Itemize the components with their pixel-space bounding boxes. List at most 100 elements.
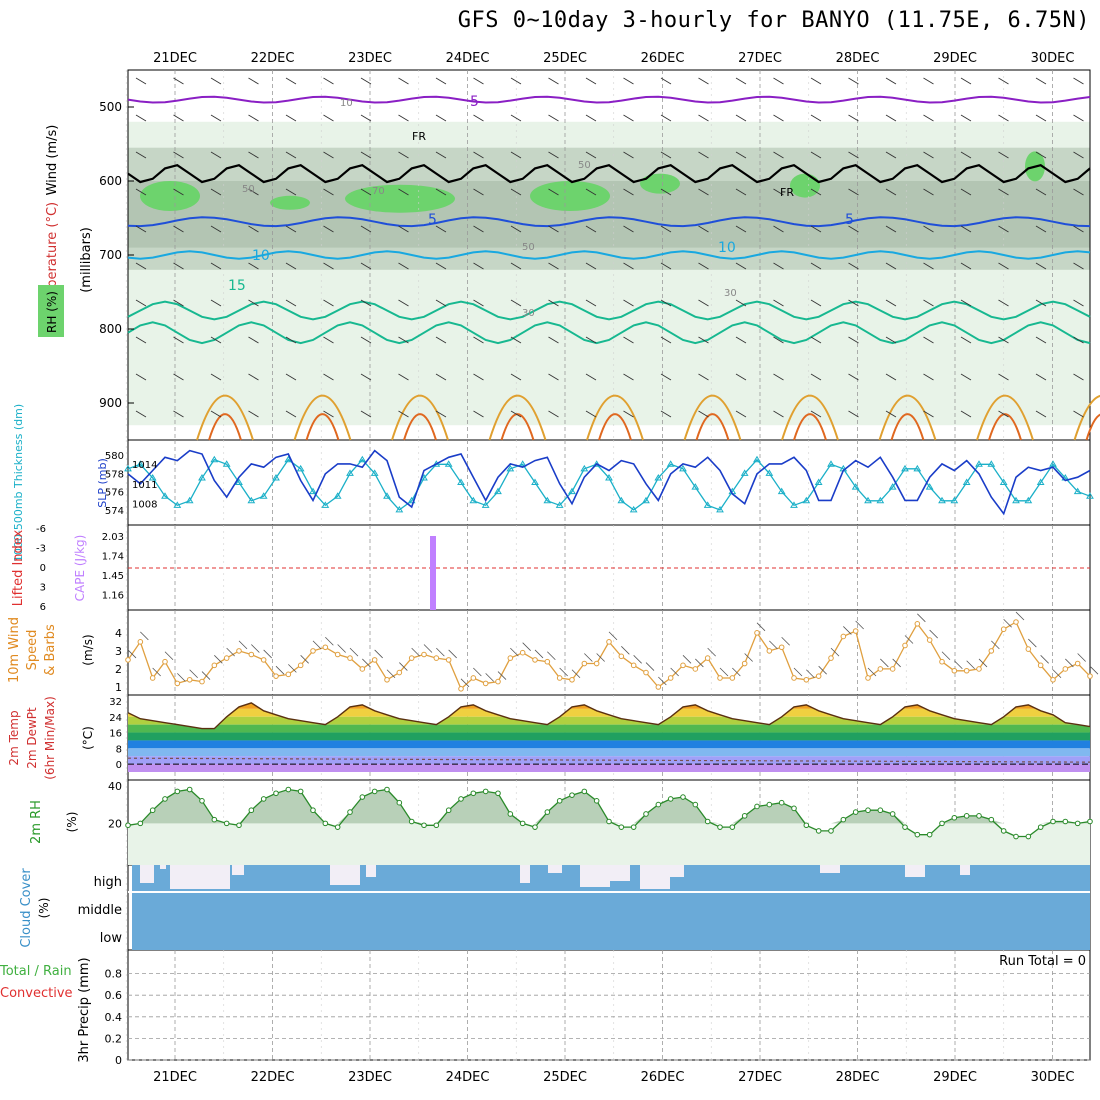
wind-barb (848, 188, 859, 196)
wind-barb (960, 336, 972, 344)
cloud-gap (232, 865, 244, 875)
wind-barb (810, 336, 822, 344)
wind-barb (548, 114, 559, 122)
cape-bar (430, 536, 436, 610)
wind-barb (323, 188, 334, 196)
wind-barb (510, 77, 522, 85)
thickness-point (605, 473, 613, 481)
rh2m-point (1013, 833, 1019, 840)
wind10-point (470, 675, 477, 681)
run-total-label: Run Total = 0 (999, 954, 1086, 969)
wind-barb (1073, 151, 1084, 159)
wind-barb (248, 410, 259, 418)
temp-contour-30 (208, 413, 242, 441)
rh2m-point (680, 794, 686, 800)
rh2m-point (791, 805, 797, 812)
wind-barb (398, 225, 409, 233)
wind-barb (173, 151, 184, 159)
wind10-point (334, 651, 341, 658)
wind10-barb (534, 649, 544, 659)
ylabel-cape: CAPE (J/kg) (73, 535, 87, 602)
wind10-barb (1065, 658, 1074, 668)
li-tick: 0 (40, 563, 46, 574)
wind-barb (623, 225, 634, 233)
wind-barb (435, 151, 447, 159)
wind10-barb (140, 631, 149, 641)
thickness-point (444, 460, 453, 467)
day-label-top: 21DEC (153, 51, 197, 66)
wind-barb (473, 225, 484, 233)
wind-barb (998, 410, 1009, 418)
wind10-point (1062, 666, 1069, 672)
wind-barb (1073, 299, 1084, 307)
wind-barb (960, 262, 972, 270)
rh2m-point (482, 788, 489, 795)
rh2m-point (248, 807, 255, 814)
thickness-point (876, 496, 885, 504)
wind-barb (960, 77, 972, 85)
wind10-point (162, 658, 168, 665)
thickness-point (790, 501, 798, 508)
thickness-point (296, 464, 305, 472)
wind10-tick: 4 (115, 627, 122, 640)
cloud-gap (170, 865, 230, 889)
cloud-gap (330, 865, 360, 885)
wind-barb (548, 410, 559, 418)
wind-barb (248, 114, 259, 122)
wind-barb (698, 225, 709, 233)
wind-barb (173, 262, 184, 270)
wind-barb (698, 410, 709, 418)
thickness-point (136, 460, 145, 467)
label-rh-50b: 50 (242, 184, 255, 195)
day-label-top: 30DEC (1031, 51, 1075, 66)
rh2m-point (643, 811, 649, 817)
wind10-barb (917, 613, 926, 623)
wind10-point (211, 662, 218, 669)
wind10-barb (941, 651, 951, 661)
thickness-point (666, 460, 675, 467)
wind10-point (803, 676, 810, 683)
wind10-barb (830, 647, 840, 657)
wind-barb (960, 373, 972, 381)
rh2m-point (396, 799, 403, 806)
ylabel-wind10: 10m Wind (7, 617, 22, 683)
day-label-bottom: 21DEC (153, 1070, 197, 1085)
wind10-point (618, 653, 625, 660)
pressure-tick-label: 700 (99, 248, 122, 262)
wind-barb (698, 299, 709, 307)
wind-barb (1035, 410, 1047, 418)
wind-barb (398, 373, 409, 381)
thickness-point (555, 501, 564, 508)
wind-barb (1073, 336, 1084, 344)
wind10-point (396, 669, 403, 676)
wind10-barb (559, 667, 568, 677)
wind10-point (914, 621, 921, 627)
wind10-tick: 3 (115, 645, 122, 658)
wind-barb (173, 188, 184, 196)
label-rh-30: 30 (724, 288, 737, 299)
rh2m-point (976, 813, 982, 819)
thickness-point (469, 496, 478, 504)
wind10-point (174, 680, 181, 687)
rh2m-point (470, 790, 477, 797)
wind10-barb (325, 636, 334, 646)
wind10-point (1037, 662, 1044, 669)
wind-barb (1035, 262, 1047, 270)
wind10-point (297, 662, 304, 669)
wind10-barb (954, 660, 963, 670)
wind-barb (998, 225, 1009, 233)
wind-barb (323, 336, 334, 344)
wind-barb (810, 299, 822, 307)
wind-barb (360, 77, 372, 85)
wind-barb (698, 151, 709, 159)
wind10-barb (892, 658, 901, 668)
wind-barb (135, 262, 147, 270)
wind-barb (1073, 77, 1084, 85)
temp2m-line (127, 702, 1091, 730)
rh-blob-green (640, 173, 680, 194)
wind-barb (173, 225, 184, 233)
wind-barb (885, 299, 897, 307)
wind10-barb (966, 660, 975, 670)
temp-contour-30 (1085, 413, 1100, 441)
wind-barb (285, 410, 297, 418)
